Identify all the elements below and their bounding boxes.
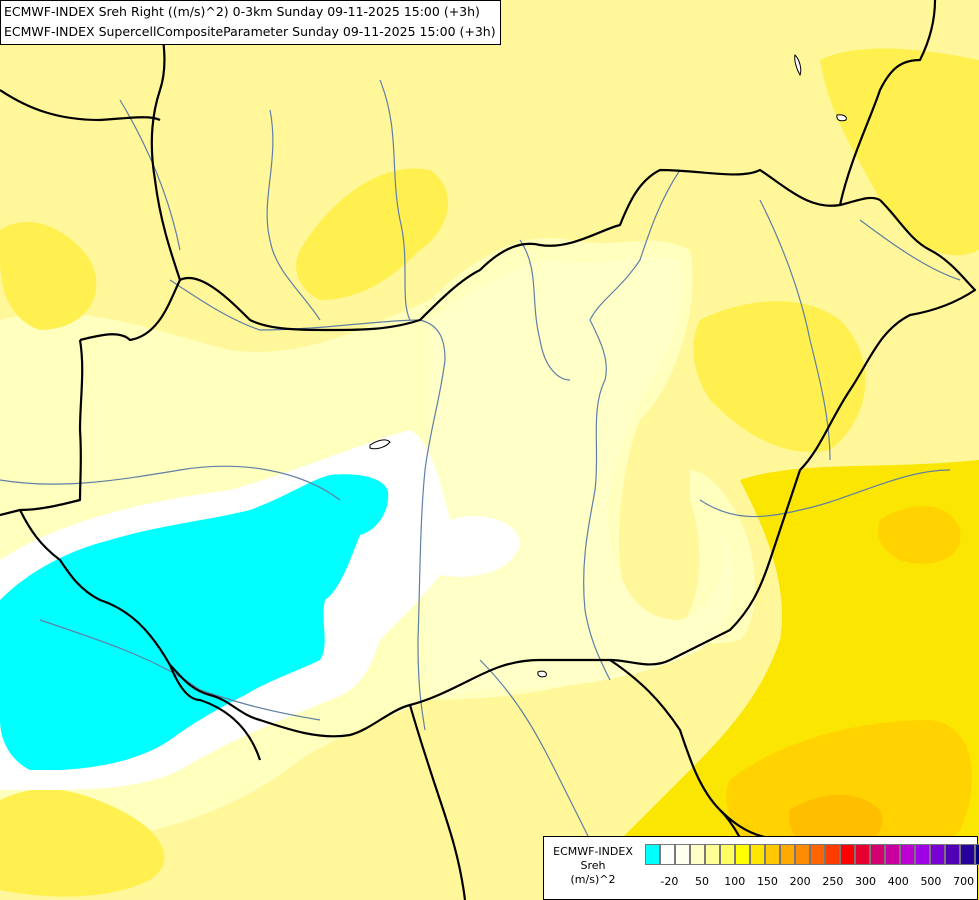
legend-swatch	[900, 844, 915, 865]
sreh-deep-field-south	[726, 720, 972, 860]
sreh-yellow-patch-southwest	[0, 789, 165, 897]
sreh-yellow-patch-northeast	[820, 48, 979, 256]
legend-title-line-3: (m/s)^2	[570, 873, 616, 886]
lakes	[369, 53, 847, 678]
legend-title: ECMWF-INDEX Sreh (m/s)^2	[546, 845, 640, 887]
legend-swatch	[945, 844, 960, 865]
map-title-box: ECMWF-INDEX Sreh Right ((m/s)^2) 0-3km S…	[0, 0, 501, 45]
legend-tick-labels: -20 50 100 150 200 250 300 400 500 700	[645, 875, 975, 891]
legend-tick-label: 400	[887, 875, 909, 888]
legend-swatch	[735, 844, 750, 865]
legend-swatch	[645, 844, 660, 865]
river-tisza	[583, 169, 681, 681]
legend-swatch	[825, 844, 840, 865]
legend-box: ECMWF-INDEX Sreh (m/s)^2 -20 50 100 150 200 2…	[543, 836, 979, 900]
legend-tick-label: 250	[822, 875, 844, 888]
border-bosnia	[168, 664, 262, 761]
legend-swatch	[975, 844, 979, 865]
legend-color-bar	[645, 844, 979, 865]
legend-swatch	[675, 844, 690, 865]
legend-swatch	[750, 844, 765, 865]
border-hungary-serbia	[169, 658, 610, 738]
sreh-cream-field	[422, 257, 734, 700]
legend-swatch	[885, 844, 900, 865]
river-danube-north	[169, 279, 446, 361]
river-north-1	[266, 109, 321, 321]
sreh-deep-field-southeast	[878, 506, 961, 564]
legend-tick-label: 150	[756, 875, 778, 888]
legend-title-line-2: Sreh	[580, 859, 606, 872]
sreh-yellow-patch-northwest	[0, 221, 97, 330]
legend-swatch	[780, 844, 795, 865]
border-serbia-south	[408, 704, 467, 900]
sreh-negative-field	[0, 474, 389, 770]
legend-swatch	[840, 844, 855, 865]
legend-swatch	[870, 844, 885, 865]
border-croatia-slovenia	[19, 509, 171, 666]
lake-small-east	[794, 53, 802, 77]
border-ukraine	[838, 0, 937, 206]
border-hungary-romania	[609, 199, 977, 666]
legend-tick-label: 700	[953, 875, 975, 888]
river-east-1	[759, 199, 831, 461]
legend-swatch	[705, 844, 720, 865]
sreh-yellow-patch-east	[693, 301, 866, 452]
legend-tick-label: 500	[920, 875, 942, 888]
border-hungary-austria	[0, 339, 84, 517]
legend-swatch	[765, 844, 780, 865]
map-title-line-2: ECMWF-INDEX SupercellCompositeParameter …	[4, 24, 496, 39]
border-poland	[150, 0, 182, 281]
legend-tick-label: 100	[724, 875, 746, 888]
legend-swatch	[795, 844, 810, 865]
legend-tick-label: 50	[695, 875, 710, 888]
legend-title-line-1: ECMWF-INDEX	[553, 845, 633, 858]
river-central	[519, 239, 571, 381]
legend-swatch	[660, 844, 675, 865]
legend-tick-label: 300	[855, 875, 877, 888]
river-danube-south	[417, 359, 446, 731]
legend-swatch	[855, 844, 870, 865]
legend-tick-label: -20	[660, 875, 679, 888]
legend-swatch	[720, 844, 735, 865]
river-south-2	[699, 469, 951, 518]
river-north-2	[379, 79, 411, 321]
legend-swatch	[810, 844, 825, 865]
river-west	[0, 465, 341, 501]
border-czech-north	[0, 89, 161, 122]
map-title-line-1: ECMWF-INDEX Sreh Right ((m/s)^2) 0-3km S…	[4, 4, 480, 19]
legend-swatch	[690, 844, 705, 865]
legend-swatch	[915, 844, 930, 865]
lake-small-south	[537, 670, 547, 678]
river-east-2	[859, 219, 961, 281]
lake-balaton	[369, 439, 391, 450]
lake-small-northeast	[836, 114, 847, 122]
river-drava	[39, 619, 321, 721]
legend-swatch	[930, 844, 945, 865]
sreh-yellow-patch-north	[296, 168, 449, 300]
legend-swatch	[960, 844, 975, 865]
legend-tick-label: 200	[789, 875, 811, 888]
